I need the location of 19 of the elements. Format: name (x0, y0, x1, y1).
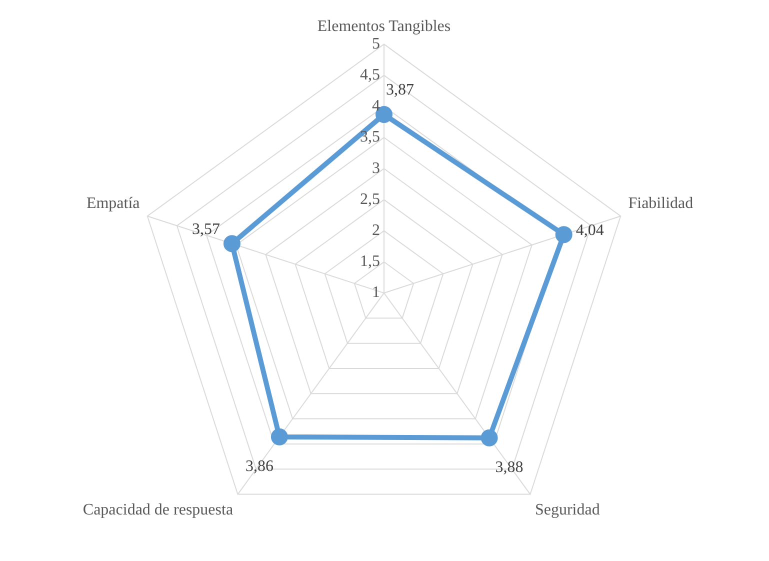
y-tick-label: 3,5 (360, 128, 380, 146)
y-tick-label: 4 (372, 98, 380, 115)
y-tick-label: 2 (372, 222, 380, 240)
data-label: 3,88 (495, 459, 524, 476)
y-tick-label: 1 (372, 284, 380, 302)
y-tick-label: 1,5 (360, 253, 380, 270)
data-label: 4,04 (576, 222, 604, 239)
spoke-label: Empatía (86, 195, 140, 212)
y-tick-label: 2,5 (360, 190, 380, 208)
spoke-label: Seguridad (534, 502, 600, 519)
data-label: 3,87 (386, 82, 414, 99)
y-tick-label: 4,5 (360, 66, 380, 84)
data-label: 3,86 (245, 458, 274, 476)
data-label: 3,57 (192, 220, 220, 238)
y-tick-label: 5 (372, 35, 380, 52)
y-tick-label: 3 (372, 160, 380, 177)
spoke-label: Fiabilidad (628, 195, 694, 212)
spoke-label: Elementos Tangibles (317, 18, 451, 35)
spoke-label: Capacidad de respuesta (82, 502, 234, 519)
